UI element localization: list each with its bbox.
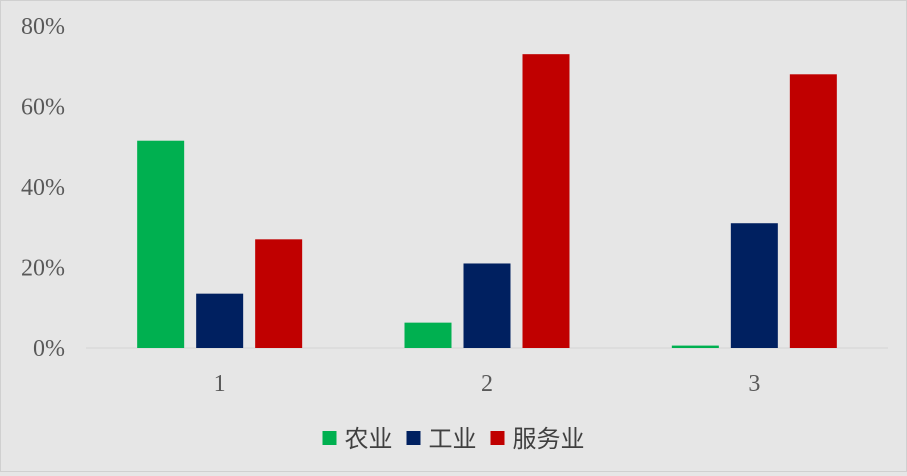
bar (255, 239, 303, 348)
bar (671, 345, 719, 348)
legend-swatch (406, 431, 421, 445)
y-axis-ticks: 0% 20% 40% 60% 80% (21, 14, 65, 362)
bar (137, 140, 185, 348)
bar (404, 322, 452, 348)
bar (789, 74, 837, 349)
bar (463, 263, 511, 348)
bar (730, 223, 778, 348)
legend-label: 农业 (345, 425, 393, 453)
y-tick-label: 40% (21, 175, 65, 201)
x-tick-label: 3 (748, 371, 760, 397)
bar (522, 54, 570, 349)
legend: 农业 工业 服务业 (322, 425, 585, 453)
bar (196, 293, 244, 348)
y-tick-label: 0% (33, 336, 65, 362)
x-tick-label: 2 (481, 371, 493, 397)
bars (137, 54, 837, 349)
x-tick-label: 1 (214, 371, 226, 397)
legend-label: 工业 (429, 425, 477, 453)
legend-label: 服务业 (513, 425, 585, 453)
y-tick-label: 80% (21, 14, 65, 40)
legend-swatch (322, 431, 337, 445)
y-tick-label: 20% (21, 256, 65, 282)
y-tick-label: 60% (21, 95, 65, 121)
legend-swatch (490, 431, 505, 445)
x-axis-ticks: 1 2 3 (214, 371, 761, 397)
